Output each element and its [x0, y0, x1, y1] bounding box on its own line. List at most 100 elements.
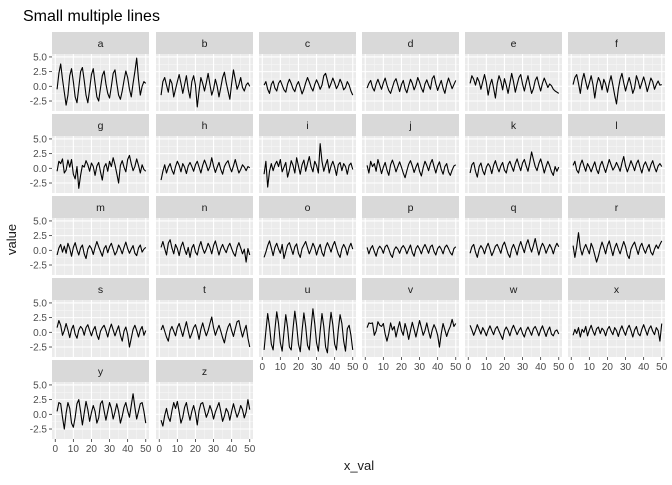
series-line-s: [56, 320, 147, 348]
series-line-k: [469, 151, 560, 178]
series-line-c: [263, 72, 354, 96]
facet-strip-k: [465, 114, 562, 136]
y-axis-label: value: [4, 224, 19, 255]
series-line-z: [160, 399, 251, 427]
series-line-e: [469, 72, 560, 99]
y-tick-label: 2.5: [33, 231, 47, 242]
facet-strip-t: [156, 278, 253, 300]
series-line-g: [56, 154, 147, 189]
series-line-o: [263, 240, 354, 260]
facet-strip-b: [156, 32, 253, 54]
x-tick-label: 30: [208, 444, 220, 455]
x-tick-label: 20: [396, 362, 408, 373]
facet-label-i: i: [306, 120, 308, 132]
facet-label-b: b: [202, 38, 208, 50]
x-tick-label: 50: [140, 444, 152, 455]
x-tick-label: 30: [104, 444, 116, 455]
facet-label-h: h: [202, 120, 208, 132]
x-tick-label: 0: [259, 362, 265, 373]
facet-strip-n: [156, 196, 253, 218]
y-tick-label: 0.0: [33, 82, 47, 93]
facet-label-d: d: [408, 38, 414, 50]
x-tick-label: 40: [329, 362, 341, 373]
facet-strip-h: [156, 114, 253, 136]
series-line-q: [469, 238, 560, 258]
facet-label-t: t: [203, 284, 206, 296]
x-tick-label: 0: [362, 362, 368, 373]
y-tick-label: 0.0: [33, 410, 47, 421]
facet-label-e: e: [511, 38, 517, 50]
x-tick-label: 10: [275, 362, 287, 373]
y-tick-label: 2.5: [33, 67, 47, 78]
facet-label-z: z: [202, 366, 207, 378]
facet-label-v: v: [408, 284, 414, 296]
facet-strip-o: [259, 196, 356, 218]
x-tick-label: 30: [517, 362, 529, 373]
facet-strip-f: [568, 32, 665, 54]
facet-strip-v: [362, 278, 459, 300]
y-tick-label: 5.0: [33, 216, 47, 227]
x-tick-label: 50: [347, 362, 359, 373]
y-tick-label: 5.0: [33, 134, 47, 145]
x-tick-label: 20: [602, 362, 614, 373]
x-tick-label: 0: [52, 444, 58, 455]
y-tick-label: 5.0: [33, 298, 47, 309]
series-line-t: [160, 316, 251, 348]
x-tick-label: 20: [499, 362, 511, 373]
x-tick-label: 50: [450, 362, 462, 373]
facet-label-a: a: [98, 38, 104, 50]
facet-strip-a: [52, 32, 149, 54]
series-line-a: [56, 57, 147, 106]
facet-label-y: y: [98, 366, 104, 378]
facet-strip-j: [362, 114, 459, 136]
x-tick-label: 0: [156, 444, 162, 455]
facet-label-x: x: [614, 284, 620, 296]
x-tick-label: 10: [584, 362, 596, 373]
series-line-u: [263, 308, 354, 354]
facet-strip-y: [52, 360, 149, 382]
facet-label-o: o: [305, 202, 311, 214]
facet-label-w: w: [509, 284, 518, 296]
series-line-m: [56, 240, 147, 260]
facet-strip-l: [568, 114, 665, 136]
y-tick-label: 2.5: [33, 149, 47, 160]
y-tick-label: -2.5: [30, 97, 48, 108]
y-tick-label: -2.5: [30, 261, 48, 272]
y-tick-label: 0.0: [33, 328, 47, 339]
series-line-i: [263, 143, 354, 188]
facet-strip-c: [259, 32, 356, 54]
chart-title: Small multiple lines: [23, 8, 160, 25]
facet-strip-i: [259, 114, 356, 136]
x-tick-label: 30: [620, 362, 632, 373]
x-tick-label: 40: [122, 444, 134, 455]
facet-label-p: p: [408, 202, 414, 214]
x-axis-label: x_val: [344, 458, 374, 473]
series-line-l: [572, 156, 663, 175]
x-tick-label: 20: [293, 362, 305, 373]
x-tick-label: 0: [568, 362, 574, 373]
facet-strip-q: [465, 196, 562, 218]
series-line-d: [366, 75, 457, 94]
x-tick-label: 10: [172, 444, 184, 455]
facet-label-n: n: [202, 202, 208, 214]
series-line-p: [366, 243, 457, 258]
facet-strip-s: [52, 278, 149, 300]
facet-label-r: r: [615, 202, 619, 214]
y-tick-label: 0.0: [33, 246, 47, 257]
x-tick-label: 30: [311, 362, 323, 373]
facet-strip-g: [52, 114, 149, 136]
series-line-b: [160, 69, 251, 108]
x-tick-label: 20: [190, 444, 202, 455]
facet-strip-u: [259, 278, 356, 300]
facet-strip-e: [465, 32, 562, 54]
facet-label-q: q: [511, 202, 517, 214]
x-tick-label: 20: [86, 444, 98, 455]
facet-label-g: g: [98, 120, 104, 132]
facet-strip-x: [568, 278, 665, 300]
y-tick-label: 2.5: [33, 395, 47, 406]
facet-strip-r: [568, 196, 665, 218]
x-tick-label: 50: [553, 362, 565, 373]
series-line-y: [56, 393, 147, 430]
